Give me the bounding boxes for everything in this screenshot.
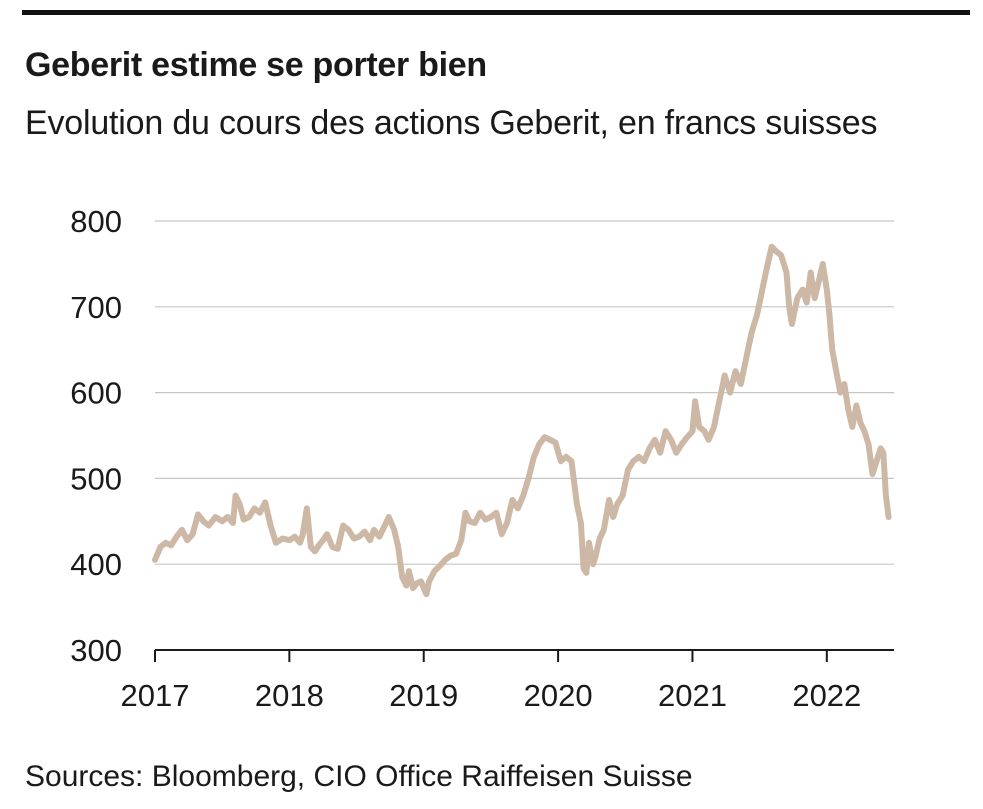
x-tick-label-2020: 2020 (524, 678, 593, 713)
grid-layer (155, 220, 894, 565)
y-tick-label-300: 300 (70, 633, 122, 668)
y-tick-label-800: 800 (70, 204, 122, 239)
chart-title: Geberit estime se porter bien (25, 46, 487, 84)
y-tick-label-500: 500 (70, 461, 122, 496)
chart-subtitle: Evolution du cours des actions Geberit, … (25, 104, 878, 142)
line-chart: 300 400 500 600 700 800 2017 2018 2019 2020 2021 20… (70, 204, 894, 713)
top-rule (22, 10, 970, 15)
axis-layer (154, 649, 894, 662)
series-layer (152, 243, 892, 598)
y-tick-label-600: 600 (70, 376, 122, 411)
x-tick-label-2021: 2021 (658, 678, 727, 713)
x-tick-label-2017: 2017 (121, 678, 190, 713)
source-note: Sources: Bloomberg, CIO Office Raiffeise… (25, 760, 693, 793)
y-tick-label-700: 700 (70, 290, 122, 325)
x-tick-label-2019: 2019 (389, 678, 458, 713)
label-layer: 300 400 500 600 700 800 2017 2018 2019 2020 2021 20… (70, 204, 861, 713)
x-tick-label-2022: 2022 (792, 678, 861, 713)
series-line-0 (152, 243, 892, 598)
x-tick-label-2018: 2018 (255, 678, 324, 713)
y-tick-label-400: 400 (70, 547, 122, 582)
